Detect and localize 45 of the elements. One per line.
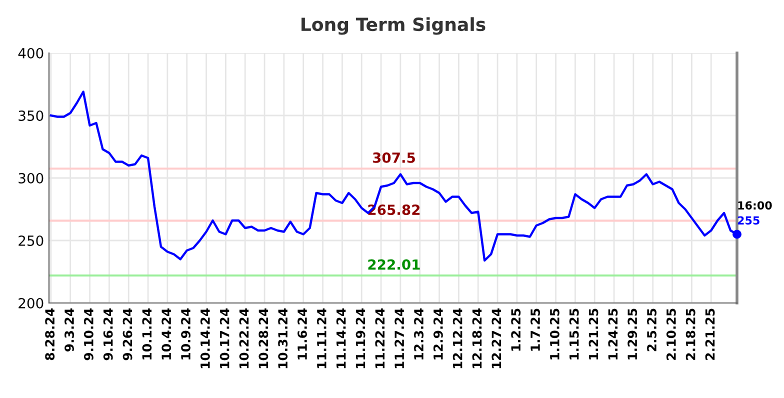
x-tick-label: 12.9.24	[433, 308, 443, 360]
x-tick-label: 10.1.24	[142, 308, 152, 360]
x-tick-label: 9.26.24	[122, 308, 132, 360]
x-tick-label: 2.18.25	[686, 308, 696, 360]
text: 16:00	[738, 201, 772, 210]
y-tick-label: 200	[18, 298, 44, 308]
x-tick-label: 10.22.24	[239, 308, 249, 368]
x-tick-label: 10.28.24	[258, 308, 268, 368]
x-tick-label: 12.18.24	[472, 308, 482, 368]
x-tick-label: 1.10.25	[550, 308, 560, 360]
x-tick-label: 2.10.25	[666, 308, 676, 360]
x-tick-label: 11.19.24	[356, 308, 366, 368]
x-tick-label: 10.17.24	[220, 308, 230, 368]
chart-title: Long Term Signals	[302, 17, 486, 35]
x-tick-label: 12.3.24	[414, 308, 424, 360]
x-tick-label: 1.29.25	[628, 308, 638, 360]
x-tick-label: 11.14.24	[336, 308, 346, 368]
x-tick-label: 11.22.24	[375, 308, 384, 368]
x-tick-label: 11.11.24	[316, 308, 326, 368]
x-tick-label: 12.27.24	[492, 308, 501, 368]
x-tick-label: 11.27.24	[394, 308, 404, 368]
x-tick-label: 10.9.24	[181, 308, 190, 360]
x-tick-label: 10.4.24	[162, 308, 172, 360]
x-tick-label: 11.6.24	[298, 308, 307, 360]
ref-line-label: 307.5	[372, 152, 415, 163]
x-tick-label: 9.16.24	[103, 308, 113, 360]
ref-line-label: 222.01	[368, 259, 420, 270]
x-tick-label: 1.21.25	[588, 308, 598, 360]
y-tick-label: 400	[18, 48, 44, 58]
x-tick-label: 2.5.25	[647, 308, 656, 352]
data-label: 255	[738, 216, 760, 225]
x-tick-label: 9.10.24	[84, 308, 94, 360]
x-tick-label: 8.28.24	[45, 308, 55, 360]
y-tick-label: 300	[18, 172, 44, 184]
y-tick-label: 250	[18, 235, 44, 246]
x-tick-label: 9.3.24	[64, 308, 74, 352]
x-tick-label: 12.12.24	[452, 308, 462, 368]
x-tick-label: 1.15.25	[569, 308, 579, 360]
x-tick-label: 2.21.25	[705, 308, 715, 360]
x-tick-label: 1.2.25	[511, 308, 521, 351]
y-tick-label: 350	[18, 110, 44, 121]
x-tick-label: 1.24.25	[608, 308, 618, 360]
x-tick-label: 1.7.25	[530, 308, 540, 351]
x-tick-label: 10.31.24	[278, 308, 288, 368]
x-tick-label: 10.14.24	[200, 308, 210, 368]
